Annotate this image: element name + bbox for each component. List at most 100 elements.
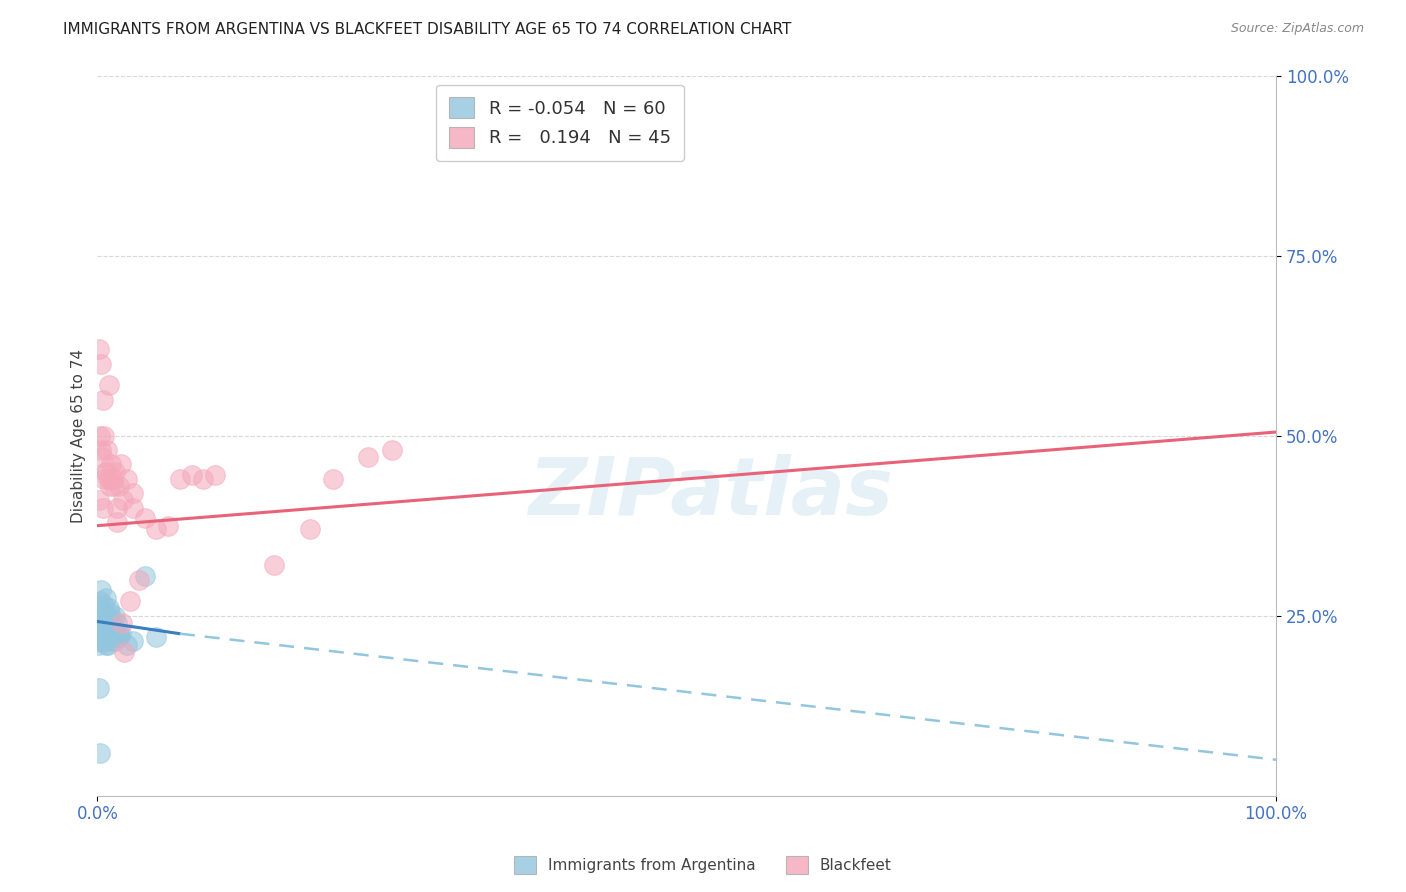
Point [87,619,110,633]
Point [107,626,129,640]
Point [91,619,114,633]
Point [193,472,215,486]
Text: IMMIGRANTS FROM ARGENTINA VS BLACKFEET DISABILITY AGE 65 TO 74 CORRELATION CHART: IMMIGRANTS FROM ARGENTINA VS BLACKFEET D… [63,22,792,37]
Point [121,634,143,648]
Point [96,626,118,640]
Legend: Immigrants from Argentina, Blackfeet: Immigrants from Argentina, Blackfeet [508,850,898,880]
Point [112,493,135,508]
Point [87,342,110,356]
Point [105,515,128,529]
Point [134,569,156,583]
Point [100,612,122,626]
Point [90,583,112,598]
Point [93,428,115,442]
Point [89,605,111,619]
Point [87,634,110,648]
Point [103,472,125,486]
Point [89,638,111,652]
Point [91,500,114,515]
Point [98,630,121,644]
Point [263,558,285,573]
Point [89,612,111,626]
Point [103,479,125,493]
Point [91,450,114,465]
Point [145,522,167,536]
Point [96,465,118,479]
Point [87,626,110,640]
Point [128,573,150,587]
Point [90,623,112,637]
Point [100,458,122,472]
Point [120,594,142,608]
Point [298,522,321,536]
Point [94,591,117,605]
Point [322,472,344,486]
Point [381,443,404,458]
Point [105,500,128,515]
Point [114,645,136,659]
Point [107,630,129,644]
Point [101,619,124,633]
Point [97,472,120,486]
Point [104,465,127,479]
Point [89,594,111,608]
Point [105,615,128,630]
Point [115,638,138,652]
Point [93,598,115,612]
Point [96,608,118,623]
Point [101,630,124,644]
Point [91,392,114,407]
Point [111,615,134,630]
Point [96,623,118,637]
Point [93,630,115,644]
Point [94,612,117,626]
Point [87,623,110,637]
Point [90,357,112,371]
Point [204,468,226,483]
Point [169,472,191,486]
Point [157,518,180,533]
Point [87,493,110,508]
Point [96,443,118,458]
Point [180,468,202,483]
Point [94,638,117,652]
Point [105,623,128,637]
Point [104,634,127,648]
Point [87,612,110,626]
Point [110,458,132,472]
Point [104,608,127,623]
Point [93,472,115,486]
Point [89,623,111,637]
Point [93,630,115,644]
Point [100,623,122,637]
Point [91,615,114,630]
Point [94,465,117,479]
Point [90,443,112,458]
Y-axis label: Disability Age 65 to 74: Disability Age 65 to 74 [72,349,86,523]
Point [110,626,132,640]
Legend: R = -0.054   N = 60, R =   0.194   N = 45: R = -0.054 N = 60, R = 0.194 N = 45 [436,85,683,161]
Point [98,601,121,615]
Point [96,626,118,640]
Point [98,615,121,630]
Point [89,746,111,760]
Point [87,630,110,644]
Point [91,619,114,633]
Point [90,634,112,648]
Point [89,630,111,644]
Point [121,500,143,515]
Point [134,511,156,525]
Point [98,472,121,486]
Point [91,615,114,630]
Text: ZIPatlas: ZIPatlas [527,454,893,533]
Point [91,608,114,623]
Point [87,681,110,695]
Point [98,634,121,648]
Point [121,486,143,500]
Point [107,479,129,493]
Point [89,428,111,442]
Point [145,630,167,644]
Point [87,615,110,630]
Point [97,615,120,630]
Point [98,378,121,392]
